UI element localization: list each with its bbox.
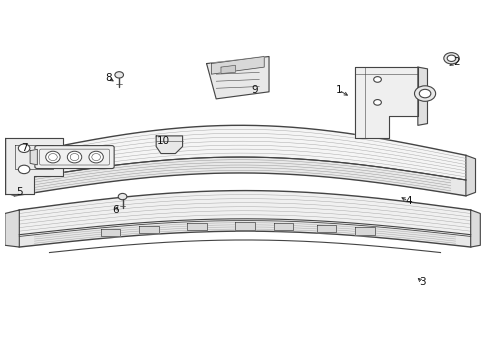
Polygon shape (139, 226, 159, 233)
Circle shape (444, 53, 459, 64)
Polygon shape (274, 223, 293, 230)
Circle shape (415, 86, 436, 101)
Circle shape (447, 55, 456, 62)
Polygon shape (30, 149, 37, 165)
Polygon shape (187, 223, 207, 230)
Polygon shape (207, 57, 269, 99)
Text: 6: 6 (112, 205, 119, 215)
Polygon shape (235, 222, 255, 230)
Ellipse shape (89, 151, 103, 163)
Polygon shape (211, 57, 264, 74)
Polygon shape (221, 66, 235, 73)
Polygon shape (19, 221, 471, 247)
Text: 9: 9 (251, 85, 258, 95)
Text: 8: 8 (105, 73, 111, 83)
Polygon shape (15, 157, 466, 196)
Polygon shape (15, 125, 466, 180)
Polygon shape (471, 210, 480, 247)
Polygon shape (101, 229, 120, 236)
Ellipse shape (46, 151, 60, 163)
Polygon shape (5, 138, 63, 194)
Text: 10: 10 (157, 136, 170, 146)
Polygon shape (317, 225, 336, 232)
Ellipse shape (67, 151, 82, 163)
Circle shape (18, 165, 30, 174)
Circle shape (374, 100, 381, 105)
Text: 2: 2 (453, 57, 460, 67)
Polygon shape (156, 136, 183, 154)
Polygon shape (5, 210, 19, 247)
Circle shape (118, 193, 127, 200)
Polygon shape (466, 155, 475, 196)
Text: 1: 1 (335, 85, 342, 95)
Polygon shape (19, 190, 471, 235)
Polygon shape (355, 67, 418, 138)
Circle shape (374, 77, 381, 82)
FancyBboxPatch shape (35, 145, 114, 168)
Text: 4: 4 (405, 196, 412, 206)
Polygon shape (5, 155, 15, 196)
Text: 3: 3 (419, 277, 426, 287)
Circle shape (18, 144, 30, 153)
Text: 7: 7 (21, 143, 27, 153)
Circle shape (115, 72, 123, 78)
Polygon shape (355, 228, 375, 235)
Polygon shape (418, 67, 427, 125)
Text: 5: 5 (16, 187, 23, 197)
Circle shape (419, 89, 431, 98)
